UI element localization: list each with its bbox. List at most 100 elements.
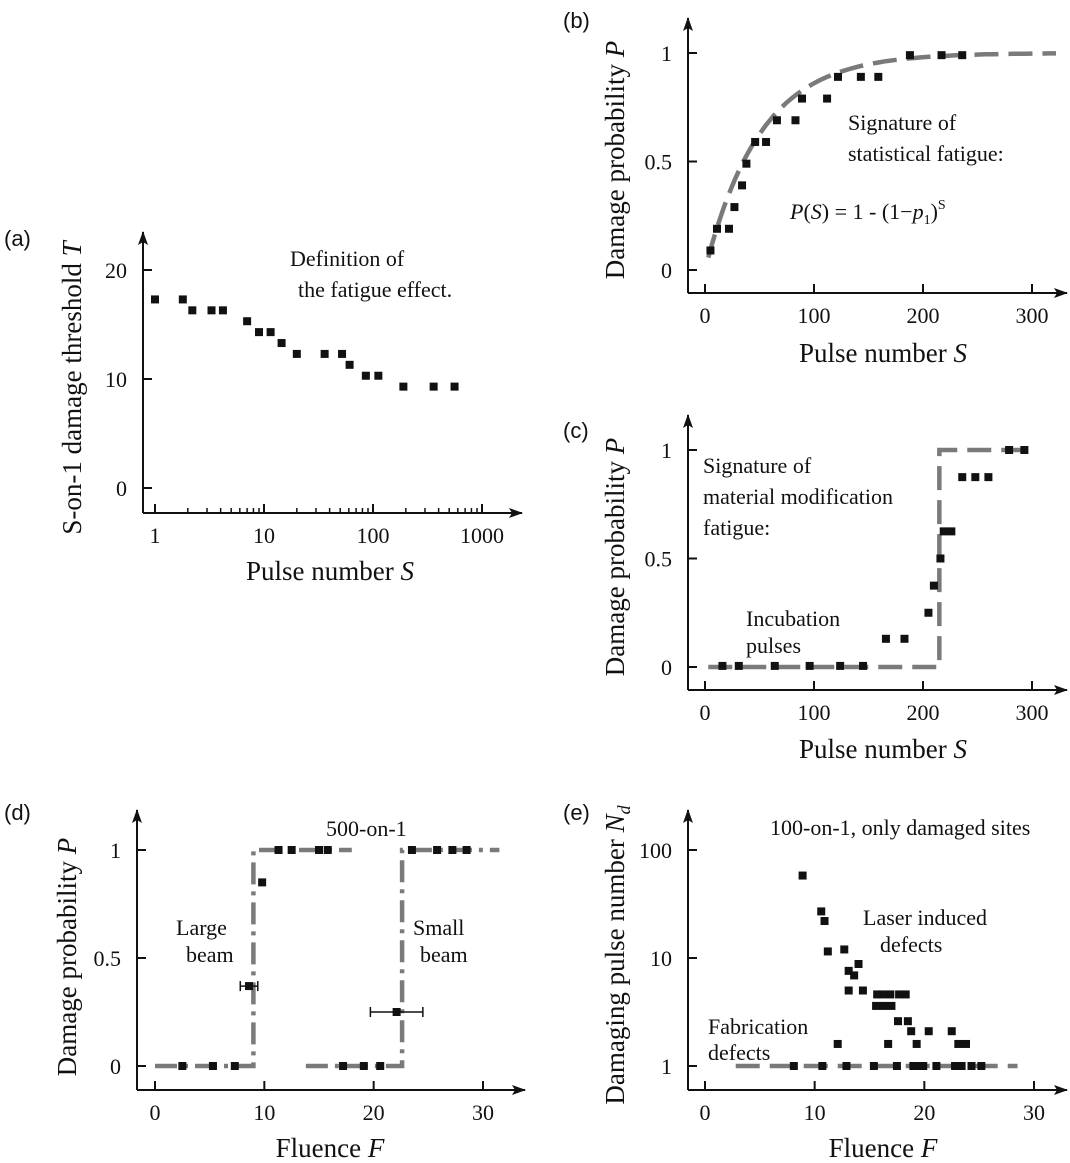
panel-b-data-point [706, 246, 715, 255]
panel-c-x-axis-label: Pulse number S [799, 734, 968, 764]
panel-e-data-point [844, 986, 853, 995]
panel-d-data-point [376, 1062, 385, 1070]
panel-b-data-point [937, 51, 946, 60]
panel-b: (b) 0 100 200 300 0 0.5 1 Signature of statist… [563, 8, 1068, 368]
panel-e-data-point [947, 1027, 956, 1036]
panel-a-x-tick-label: 100 [357, 523, 390, 548]
panel-e-data-point [817, 907, 826, 916]
panel-d-data-point [323, 846, 332, 854]
panel-e-data-point [909, 1062, 918, 1070]
panel-e-data-point [951, 1062, 960, 1070]
panel-c-annotation-line-4: Incubation [746, 606, 840, 631]
panel-d-data-point [230, 1062, 239, 1070]
panel-d-y-tick-label: 0.5 [94, 946, 122, 971]
panel-b-data-point [823, 94, 832, 103]
panel-e-annotation-5: defects [708, 1040, 770, 1065]
panel-a-y-tick-label: 20 [105, 258, 127, 283]
panel-e-data-point [886, 990, 895, 999]
panel-a-y-tick-label: 0 [116, 476, 127, 501]
panel-e-y-tick-label: 10 [650, 946, 672, 971]
panel-b-data-point [762, 137, 771, 146]
panel-c-y-tick-label: 0.5 [645, 547, 673, 572]
panel-d-y-axis-label: Damage probability P [52, 838, 82, 1076]
panel-e-x-tick-label: 0 [700, 1100, 711, 1125]
panel-b-annotation-line-2: statistical fatigue: [848, 141, 1004, 166]
panel-c-y-tick-label: 1 [661, 438, 672, 463]
panel-e-data-point [914, 1062, 923, 1070]
panel-a-data-point [218, 306, 227, 315]
panel-e-data-point [840, 945, 849, 954]
panel-a-data-point [429, 382, 438, 391]
panel-c-x-tick-label: 300 [1016, 700, 1049, 725]
panel-d-data-point [245, 982, 254, 991]
panel-b-data-point [856, 72, 865, 81]
panel-a-data-point [255, 328, 264, 337]
panel-e-x-tick-label: 10 [804, 1100, 826, 1125]
panel-e-data-point [833, 1039, 842, 1048]
panel-a-x-tick-label: 10 [253, 523, 275, 548]
panel-b-data-point [791, 116, 800, 125]
panel-b-data-point [730, 203, 739, 212]
panel-c-data-point [900, 634, 909, 643]
panel-c-data-point [958, 473, 967, 482]
panel-e-data-point [823, 947, 832, 956]
panel-e-data-point [884, 1039, 893, 1048]
panel-e-data-point [903, 1017, 912, 1026]
panel-c-y-tick-label: 0 [661, 655, 672, 680]
panel-e-data-point [869, 1062, 878, 1070]
panel-a-y-axis-label: S-on-1 damage threshold T [57, 239, 87, 534]
panel-a-annotation-line-2: the fatigue effect. [298, 277, 452, 302]
panel-e-data-point [962, 1039, 971, 1048]
panel-c-data-point [805, 661, 814, 670]
panel-c-x-tick-label: 100 [798, 700, 831, 725]
panel-b-annotation-line-1: Signature of [848, 110, 957, 135]
panel-e-data-point [872, 1001, 881, 1010]
panel-e-data-point [842, 1062, 851, 1070]
panel-a-data-point [188, 306, 197, 315]
panel-c-data-point [1005, 446, 1014, 454]
panel-e-y-tick-label: 1 [661, 1054, 672, 1079]
panel-e-annotation-2: Laser induced [863, 905, 987, 930]
panel-e-y-axis-label: Damaging pulse number Nd [600, 804, 634, 1104]
panel-e-y-tick-label: 100 [639, 838, 672, 863]
panel-a-x-axis-label: Pulse number S [246, 556, 415, 586]
panel-a-data-point [450, 382, 459, 391]
panel-b-y-tick-label: 0 [661, 258, 672, 283]
panel-d-data-point [274, 846, 283, 854]
panel-d-x-tick-label: 0 [150, 1100, 161, 1125]
panel-c-data-point [929, 581, 938, 590]
panel-e-data-point [977, 1062, 986, 1070]
panel-d-annotation-4: Small [413, 915, 464, 940]
panel-b-data-point [958, 51, 967, 60]
panel-d-data-point [178, 1062, 187, 1070]
panel-a-plot: 1 10 100 1000 0 10 20 [105, 231, 523, 548]
panel-a-data-point [277, 339, 286, 348]
panel-b-data-point [833, 72, 842, 81]
panel-c-fit-line [708, 447, 1029, 670]
panel-e-data-point [850, 971, 859, 980]
panel-e-x-axis-label: Fluence F [829, 1133, 938, 1163]
panel-b-data-point [751, 137, 760, 146]
panel-e-data-point [798, 871, 807, 880]
panel-a-annotation-line-1: Definition of [290, 246, 405, 271]
panel-d-plot: 0 10 20 30 0 0.5 1 [94, 809, 526, 1125]
panel-e: (e) 0 10 20 30 1 10 100 100-on-1, only damaged… [563, 800, 1068, 1163]
panel-b-x-tick-label: 0 [700, 303, 711, 328]
panel-d-fit-line [305, 847, 500, 1069]
panel-d: (d) 0 10 20 30 0 0.5 1 500-on-1 Large beam Sma… [4, 800, 526, 1163]
panel-c-data-point [939, 527, 948, 536]
panel-e-data-point [858, 986, 867, 995]
panel-d-annotation-1: 500-on-1 [326, 816, 407, 841]
panel-d-data-point [433, 846, 442, 854]
panel-d-x-axis-label: Fluence F [276, 1133, 385, 1163]
panel-a-data-point [361, 371, 370, 380]
panel-a-data-point [399, 382, 408, 391]
panel-c-data-point [971, 473, 980, 482]
panel-d-data-point [462, 846, 471, 854]
panel-e-data-point [967, 1062, 976, 1070]
panel-a: (a) 1 10 100 1000 0 10 20 Definition of the fa… [4, 226, 523, 586]
panel-e-data-point [873, 990, 882, 999]
panel-c-y-axis-label: Damage probability P [600, 438, 630, 676]
panel-e-data-point [844, 966, 853, 975]
